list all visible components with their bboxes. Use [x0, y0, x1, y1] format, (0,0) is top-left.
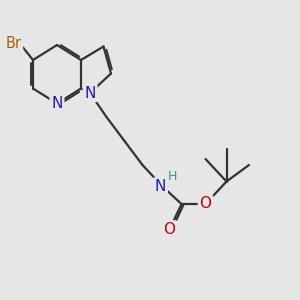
Text: N: N: [155, 179, 166, 194]
Text: H: H: [168, 170, 177, 184]
Text: O: O: [164, 222, 175, 237]
Text: N: N: [84, 85, 96, 100]
Text: N: N: [51, 96, 63, 111]
Text: O: O: [200, 196, 211, 211]
Text: Br: Br: [5, 36, 22, 51]
